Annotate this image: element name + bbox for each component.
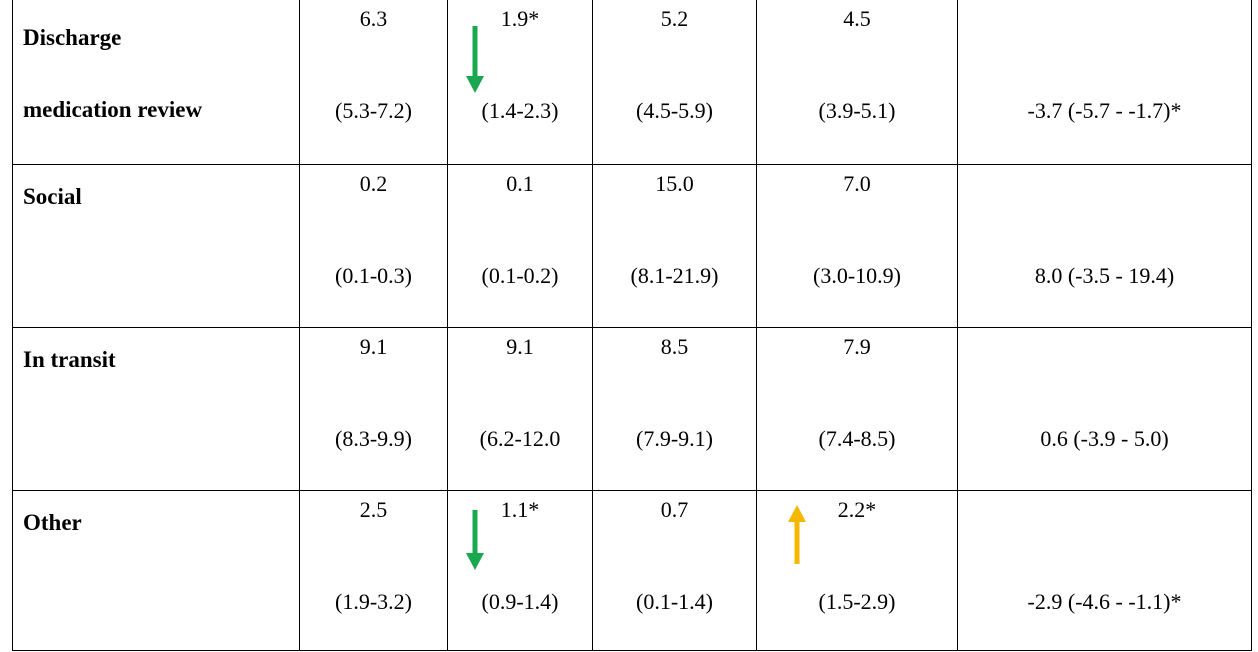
confidence-interval: (0.1-0.3) bbox=[335, 263, 412, 288]
table-cell: 9.1 (8.3-9.9) bbox=[300, 328, 448, 491]
table-cell: 0.7 (0.1-1.4) bbox=[593, 491, 757, 651]
table-cell: 8.0 (-3.5 - 19.4) bbox=[958, 165, 1252, 328]
estimate: 7.0 bbox=[843, 171, 871, 196]
confidence-interval: (8.3-9.9) bbox=[335, 426, 412, 451]
confidence-interval: (3.0-10.9) bbox=[813, 263, 901, 288]
row-label: Discharge bbox=[23, 25, 122, 50]
table-cell: 1.1* (0.9-1.4) bbox=[448, 491, 593, 651]
estimate: 6.3 bbox=[359, 6, 388, 31]
table-cell: 6.3 (5.3-7.2) bbox=[300, 0, 448, 165]
confidence-interval: (0.1-1.4) bbox=[636, 589, 713, 614]
estimate: 8.5 bbox=[660, 334, 689, 359]
table-cell: 0.2 (0.1-0.3) bbox=[300, 165, 448, 328]
confidence-interval: (3.9-5.1) bbox=[818, 98, 896, 123]
confidence-interval: (7.9-9.1) bbox=[636, 426, 713, 451]
table-cell: 2.5 (1.9-3.2) bbox=[300, 491, 448, 651]
difference: 8.0 (-3.5 - 19.4) bbox=[1034, 263, 1175, 288]
estimate: 0.1 bbox=[506, 171, 534, 196]
estimate: 0.7 bbox=[660, 497, 689, 522]
row-label: Social bbox=[23, 184, 82, 209]
row-label-cell: Discharge medication review bbox=[12, 0, 300, 165]
table-cell: 8.5 (7.9-9.1) bbox=[593, 328, 757, 491]
confidence-interval: (0.9-1.4) bbox=[481, 589, 559, 614]
difference: -3.7 (-5.7 - -1.7)* bbox=[1027, 98, 1182, 123]
row-label-cell: Social bbox=[12, 165, 300, 328]
estimate: 2.5 bbox=[359, 497, 388, 522]
table-cell: 4.5 (3.9-5.1) bbox=[757, 0, 958, 165]
table-cell: 2.2* (1.5-2.9) bbox=[757, 491, 958, 651]
confidence-interval: (0.1-0.2) bbox=[481, 263, 559, 288]
estimate: 7.9 bbox=[843, 334, 871, 359]
estimate: 15.0 bbox=[655, 171, 694, 196]
confidence-interval: (5.3-7.2) bbox=[335, 98, 412, 123]
table-cell: 15.0 (8.1-21.9) bbox=[593, 165, 757, 328]
estimate: 9.1 bbox=[359, 334, 388, 359]
row-label: In transit bbox=[23, 347, 116, 372]
table-cell: 0.1 (0.1-0.2) bbox=[448, 165, 593, 328]
confidence-interval: (1.9-3.2) bbox=[335, 589, 412, 614]
difference: -2.9 (-4.6 - -1.1)* bbox=[1027, 589, 1182, 614]
table-cell: 1.9* (1.4-2.3) bbox=[448, 0, 593, 165]
estimate: 9.1 bbox=[506, 334, 534, 359]
confidence-interval: (1.5-2.9) bbox=[818, 589, 896, 614]
table-cell: 5.2 (4.5-5.9) bbox=[593, 0, 757, 165]
difference: 0.6 (-3.9 - 5.0) bbox=[1040, 426, 1169, 451]
row-label: Other bbox=[23, 510, 82, 535]
estimate: 2.2* bbox=[837, 497, 877, 522]
estimate: 5.2 bbox=[660, 6, 689, 31]
confidence-interval: (4.5-5.9) bbox=[636, 98, 713, 123]
row-label-cell: Other bbox=[12, 491, 300, 651]
row-label-cell: In transit bbox=[12, 328, 300, 491]
table-cell: 7.9 (7.4-8.5) bbox=[757, 328, 958, 491]
table-cell: 7.0 (3.0-10.9) bbox=[757, 165, 958, 328]
confidence-interval: (7.4-8.5) bbox=[818, 426, 896, 451]
estimate: 1.9* bbox=[500, 6, 540, 31]
table-cell: 9.1 (6.2-12.0 bbox=[448, 328, 593, 491]
confidence-interval: (6.2-12.0 bbox=[479, 426, 561, 451]
estimate: 0.2 bbox=[359, 171, 388, 196]
row-label: medication review bbox=[23, 97, 203, 122]
confidence-interval: (8.1-21.9) bbox=[630, 263, 719, 288]
table-cell: 0.6 (-3.9 - 5.0) bbox=[958, 328, 1252, 491]
estimate: 1.1* bbox=[500, 497, 540, 522]
table-cell: -3.7 (-5.7 - -1.7)* bbox=[958, 0, 1252, 165]
table-cell: -2.9 (-4.6 - -1.1)* bbox=[958, 491, 1252, 651]
confidence-interval: (1.4-2.3) bbox=[481, 98, 559, 123]
estimate: 4.5 bbox=[843, 6, 871, 31]
